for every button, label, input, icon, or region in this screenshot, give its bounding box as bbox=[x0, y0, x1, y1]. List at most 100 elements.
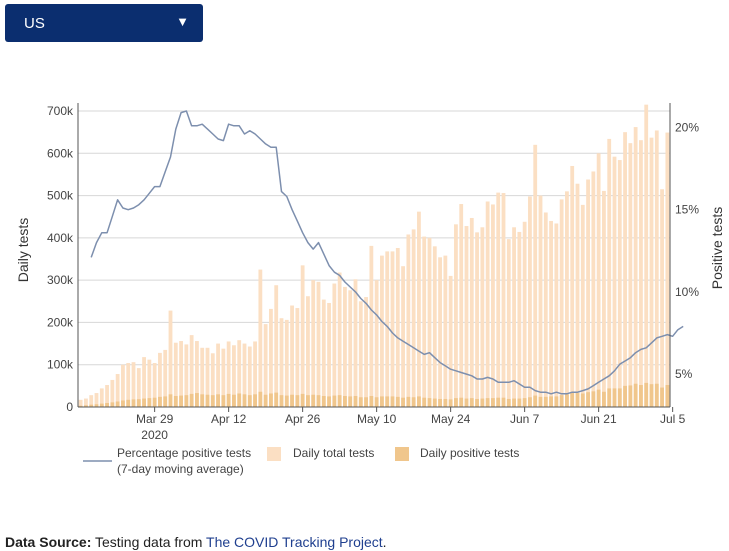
positive-tests-bar bbox=[168, 394, 173, 407]
total-tests-bar bbox=[660, 189, 664, 407]
total-tests-bar bbox=[343, 286, 347, 407]
total-tests-bar bbox=[496, 192, 501, 407]
positive-tests-bar bbox=[115, 401, 120, 407]
total-tests-bar bbox=[422, 236, 427, 407]
axes: 0 100k 200k 300k 400k 500k 600k 700k 5% 10% 15% 20%… bbox=[47, 103, 699, 442]
positive-tests-bar bbox=[633, 383, 638, 407]
positive-tests-bar bbox=[596, 389, 601, 407]
total-tests-bar bbox=[639, 140, 643, 408]
total-tests-bar bbox=[353, 279, 358, 407]
total-tests-bar bbox=[269, 308, 273, 407]
y-tick-label: 200k bbox=[47, 315, 74, 329]
total-tests-bar bbox=[358, 301, 363, 407]
total-tests-bar bbox=[438, 257, 442, 407]
y-tick-label: 100k bbox=[47, 358, 74, 372]
total-tests-bar bbox=[84, 398, 88, 407]
region-select-value: US bbox=[24, 15, 45, 32]
positive-tests-bar bbox=[311, 394, 316, 407]
positive-tests-bar bbox=[110, 402, 115, 407]
total-tests-bar bbox=[575, 183, 580, 407]
positive-tests-bar bbox=[300, 393, 305, 407]
y-axis-title: Daily tests bbox=[15, 218, 31, 283]
data-source-end: . bbox=[382, 534, 387, 550]
y-tick-label: 0 bbox=[66, 400, 73, 414]
positive-tests-bar bbox=[538, 396, 543, 407]
positive-tests-bar bbox=[549, 396, 553, 407]
positive-tests-bar bbox=[105, 402, 109, 407]
total-tests-bar bbox=[89, 395, 94, 407]
positive-tests-bar bbox=[385, 396, 390, 407]
total-tests-bar bbox=[491, 204, 495, 407]
total-tests-bar bbox=[432, 246, 437, 407]
total-tests-bar bbox=[136, 368, 141, 407]
total-tests-bar bbox=[570, 165, 575, 407]
total-tests-bar bbox=[94, 393, 99, 407]
positive-tests-bar bbox=[364, 397, 368, 407]
total-tests-bar bbox=[142, 357, 146, 407]
positive-tests-bar bbox=[242, 394, 247, 407]
total-tests-bar bbox=[454, 224, 458, 407]
total-tests-bar bbox=[364, 297, 368, 407]
positive-tests-bar bbox=[406, 396, 411, 407]
positive-tests-bar bbox=[226, 393, 231, 407]
total-tests-bar bbox=[633, 127, 638, 407]
total-tests-bar bbox=[485, 201, 490, 407]
positive-tests-bar bbox=[189, 393, 194, 407]
total-tests-bar bbox=[284, 319, 289, 407]
legend-line-label: Percentage positive tests bbox=[117, 446, 251, 460]
total-tests-bar bbox=[554, 223, 559, 407]
total-tests-bar bbox=[469, 217, 474, 407]
total-tests-bar bbox=[152, 363, 157, 407]
region-select[interactable]: US ▼ bbox=[5, 4, 203, 42]
legend-total-swatch bbox=[267, 447, 281, 461]
total-tests-bar bbox=[665, 132, 670, 407]
positive-tests-bar bbox=[205, 394, 210, 407]
positive-tests-bar bbox=[390, 396, 395, 407]
legend: Percentage positive tests (7-day moving … bbox=[83, 446, 519, 476]
positive-tests-bar bbox=[628, 385, 633, 407]
positive-tests-bar bbox=[639, 385, 643, 407]
total-tests-bar bbox=[131, 362, 136, 407]
positive-tests-bar bbox=[401, 397, 405, 407]
total-tests-bar bbox=[623, 132, 627, 407]
total-tests-bar bbox=[464, 226, 469, 407]
total-tests-bar bbox=[374, 280, 379, 407]
positive-tests-bar bbox=[602, 391, 606, 407]
total-tests-bar bbox=[99, 388, 104, 407]
positive-tests-bar bbox=[617, 388, 622, 407]
total-tests-bar bbox=[121, 364, 125, 407]
total-tests-bar bbox=[226, 341, 231, 407]
total-tests-bar bbox=[327, 302, 331, 407]
total-tests-bar bbox=[168, 310, 173, 407]
x-tick-label: May 24 bbox=[431, 412, 471, 426]
total-tests-bar bbox=[184, 344, 189, 407]
positive-tests-bar bbox=[644, 382, 649, 407]
positive-tests-bar bbox=[454, 398, 458, 407]
triangle-down-icon: ▼ bbox=[176, 14, 189, 29]
positive-tests-bar bbox=[448, 399, 453, 407]
positive-tests-bar bbox=[321, 396, 326, 407]
positive-tests-bar bbox=[649, 384, 654, 407]
total-tests-bar bbox=[290, 305, 294, 407]
positive-tests-bar bbox=[343, 396, 347, 407]
positive-tests-bar bbox=[369, 396, 374, 407]
positive-tests-bar bbox=[126, 399, 131, 407]
positive-rate-line-layer bbox=[90, 110, 684, 395]
total-tests-bar bbox=[189, 335, 194, 407]
y2-tick-label: 15% bbox=[675, 203, 699, 217]
positive-tests-bar bbox=[147, 398, 152, 407]
positive-tests-bar bbox=[94, 404, 99, 407]
total-tests-bar bbox=[200, 347, 205, 407]
covid-tracking-link[interactable]: The COVID Tracking Project bbox=[206, 534, 383, 550]
positive-tests-bar bbox=[295, 395, 300, 407]
total-tests-bar bbox=[480, 227, 485, 407]
y2-tick-label: 5% bbox=[675, 367, 693, 381]
total-tests-bar bbox=[205, 347, 210, 407]
positive-rate-line bbox=[90, 110, 684, 395]
positive-tests-bar bbox=[522, 398, 527, 407]
total-tests-bar bbox=[417, 211, 421, 407]
positive-tests-bar bbox=[422, 397, 427, 407]
total-tests-bar bbox=[316, 281, 321, 407]
positive-tests-bar bbox=[247, 395, 252, 407]
positive-tests-bar bbox=[200, 394, 205, 407]
